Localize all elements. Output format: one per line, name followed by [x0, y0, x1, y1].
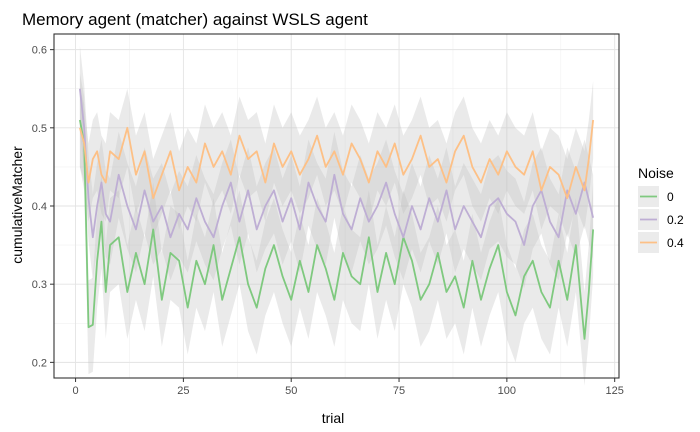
y-tick-label: 0.5 — [32, 123, 47, 135]
legend-label-0: 0 — [667, 190, 674, 204]
x-axis: 0 25 50 75 100 125 — [73, 378, 624, 397]
y-tick-label: 0.6 — [32, 45, 47, 57]
x-tick-label: 100 — [498, 385, 516, 397]
series-line-0.2 — [78, 88, 594, 246]
legend-label-0.4: 0.4 — [667, 236, 684, 250]
legend: Noise 0 0.2 0.4 — [638, 165, 684, 253]
x-tick-label: 0 — [73, 385, 79, 397]
chart-title: Memory agent (matcher) against WSLS agen… — [22, 10, 368, 29]
series-line-0 — [78, 119, 595, 340]
legend-title: Noise — [638, 165, 674, 181]
plot-panel — [53, 33, 620, 386]
y-tick-label: 0.4 — [32, 201, 47, 213]
x-axis-title: trial — [322, 410, 345, 426]
y-tick-label: 0.2 — [32, 357, 47, 369]
legend-label-0.2: 0.2 — [667, 213, 684, 227]
ribbon-0 — [79, 73, 594, 386]
y-axis-title: cumulativeMatcher — [9, 146, 25, 264]
y-tick-label: 0.3 — [32, 279, 47, 291]
x-tick-label: 50 — [285, 385, 297, 397]
x-tick-label: 25 — [177, 385, 189, 397]
x-tick-label: 75 — [393, 385, 405, 397]
y-axis: 0.2 0.3 0.4 0.5 0.6 — [32, 45, 54, 369]
x-tick-label: 125 — [606, 385, 624, 397]
series-line-0.4 — [79, 119, 595, 200]
